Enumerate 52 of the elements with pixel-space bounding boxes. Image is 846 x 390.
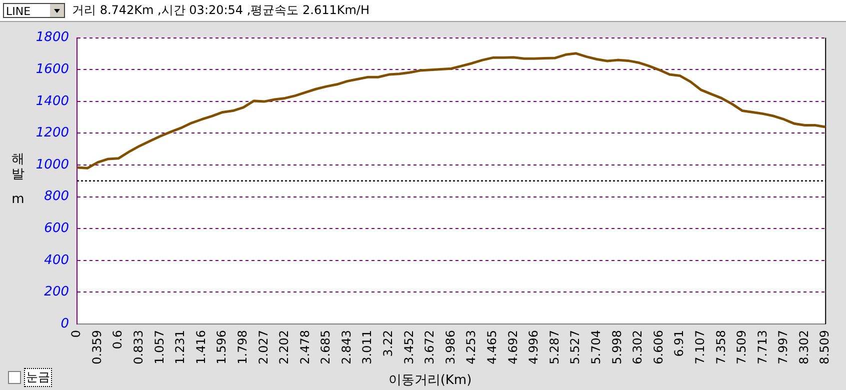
x-tick-label: 2.685 — [318, 330, 333, 364]
x-tick-label: 5.998 — [610, 330, 624, 364]
x-tick-label: 0.6 — [110, 330, 125, 350]
y-tick-label: 200 — [44, 284, 69, 300]
x-tick-label: 3.672 — [422, 330, 437, 364]
x-tick-label: 2.478 — [298, 330, 312, 364]
x-tick-label: 5.527 — [568, 330, 582, 364]
x-axis-title: 이동거리(Km) — [387, 372, 473, 389]
y-tick-label: 1400 — [36, 94, 69, 109]
x-tick-label: 2.843 — [339, 330, 354, 364]
x-tick-label: 0.833 — [132, 330, 146, 364]
x-tick-label: 6.606 — [651, 330, 666, 364]
y-tick-label: 1600 — [36, 62, 69, 77]
x-tick-label: 4.465 — [485, 330, 500, 364]
x-tick-label: 8.509 — [818, 330, 832, 364]
x-tick-label: 6.91 — [672, 330, 686, 357]
x-tick-label: 0 — [69, 330, 84, 338]
x-tick-label: 3.011 — [360, 330, 374, 364]
x-tick-label: 6.302 — [630, 330, 645, 364]
y-tick-label: 400 — [44, 252, 69, 268]
x-tick-label: 1.231 — [173, 330, 188, 364]
y-tick-label: 1000 — [36, 157, 69, 172]
x-tick-label: 7.358 — [714, 330, 728, 364]
x-tick-label: 1.416 — [194, 330, 208, 364]
x-tick-label: 4.253 — [464, 330, 478, 364]
x-tick-label: 3.986 — [443, 330, 458, 364]
y-tick-label: 0 — [60, 316, 69, 332]
y-tick-label: 800 — [44, 189, 69, 204]
x-tick-label: 2.027 — [256, 330, 270, 364]
x-tick-label: 5.704 — [588, 330, 603, 364]
x-tick-label: 4.692 — [506, 330, 520, 364]
x-tick-label: 3.452 — [402, 330, 416, 364]
x-tick-label: 5.287 — [547, 330, 562, 364]
x-tick-label: 8.302 — [796, 330, 811, 364]
chart-title: 거리 8.742Km ,시간 03:20:54 ,평균속도 2.611Km/H — [72, 3, 370, 18]
y-axis-title: 해발 m — [10, 152, 26, 207]
y-tick-label: 1200 — [36, 126, 69, 141]
y-tick-label: 600 — [44, 220, 69, 236]
x-tick-label: 1.057 — [152, 330, 166, 364]
x-tick-label: 0.359 — [90, 330, 104, 364]
x-tick-label: 4.996 — [526, 330, 541, 364]
x-tick-label: 7.509 — [734, 330, 749, 364]
x-tick-label: 3.22 — [381, 330, 396, 357]
dropdown-field: LINE — [3, 3, 65, 18]
x-tick-label: 7.713 — [755, 330, 770, 364]
text: 눈금 — [24, 368, 52, 387]
x-tick-label: 7.107 — [692, 330, 707, 364]
x-tick-label: 7.997 — [776, 330, 790, 364]
y-tick-label: 1800 — [36, 30, 69, 46]
x-tick-label: 1.596 — [214, 330, 229, 364]
x-tick-label: 2.202 — [277, 330, 292, 364]
x-tick-label: 1.798 — [235, 330, 250, 364]
